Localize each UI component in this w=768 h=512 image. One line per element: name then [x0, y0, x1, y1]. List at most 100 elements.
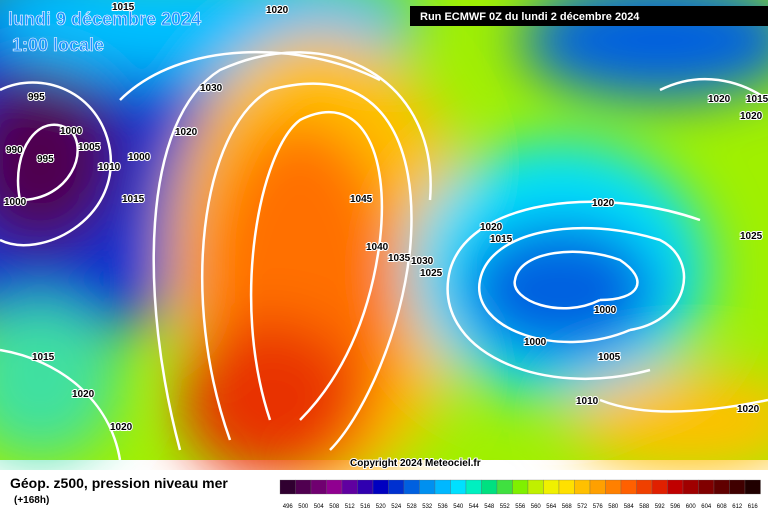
scale-label: 560: [531, 504, 542, 510]
scale-swatch: [450, 479, 467, 495]
isobar-label: 1020: [708, 94, 731, 105]
scale-swatch: [682, 479, 699, 495]
isobar-label: 1015: [746, 94, 768, 105]
scale-label: 540: [453, 504, 464, 510]
scale-swatch: [512, 479, 529, 495]
scale-label: 580: [608, 504, 619, 510]
scale-label: 508: [329, 504, 340, 510]
isobar-label: 1005: [78, 142, 101, 153]
isobar-label: 1000: [60, 126, 83, 137]
isobar-label: 1015: [490, 234, 513, 245]
isobar-label: 1020: [592, 198, 615, 209]
run-banner: [410, 6, 768, 26]
scale-label: 608: [717, 504, 728, 510]
scale-label: 596: [670, 504, 681, 510]
isobar-label: 1020: [480, 222, 503, 233]
scale-label: 548: [484, 504, 495, 510]
scale-label: 604: [701, 504, 712, 510]
scale-label: 600: [686, 504, 697, 510]
scale-label: 572: [577, 504, 588, 510]
scale-swatch: [574, 479, 591, 495]
isobar-label: 995: [28, 92, 45, 103]
scale-label: 564: [546, 504, 557, 510]
scale-swatch: [744, 479, 761, 495]
scale-swatch: [558, 479, 575, 495]
footer-lead: (+168h): [14, 495, 49, 506]
isobar-label: 1020: [175, 127, 198, 138]
map-title: lundi 9 décembre 2024: [8, 9, 201, 29]
scale-label: 616: [748, 504, 759, 510]
scale-swatch: [388, 479, 405, 495]
copyright: Copyright 2024 Meteociel.fr: [350, 458, 481, 469]
scale-swatch: [543, 479, 560, 495]
scale-swatch: [636, 479, 653, 495]
scale-label: 532: [422, 504, 433, 510]
scale-label: 524: [391, 504, 402, 510]
scale-swatch: [729, 479, 746, 495]
isobar-label: 1000: [128, 152, 151, 163]
scale-label: 536: [438, 504, 449, 510]
run-label: Run ECMWF 0Z du lundi 2 décembre 2024: [420, 11, 640, 23]
scale-swatch: [589, 479, 606, 495]
isobar-label: 990: [6, 145, 23, 156]
scale-swatch: [419, 479, 436, 495]
isobar-label: 1000: [524, 337, 547, 348]
footer-title: Géop. z500, pression niveau mer: [10, 475, 228, 491]
scale-label: 520: [376, 504, 387, 510]
scale-swatch: [481, 479, 498, 495]
scale-label: 552: [500, 504, 511, 510]
scale-label: 544: [469, 504, 480, 510]
scale-swatch: [357, 479, 374, 495]
isobar-label: 1020: [266, 5, 289, 16]
scale-swatch: [465, 479, 482, 495]
isobar-label: 1000: [4, 197, 27, 208]
scale-label: 496: [283, 504, 294, 510]
isobar-label: 995: [37, 154, 54, 165]
isobar-label: 1030: [411, 256, 434, 267]
scale-swatch: [341, 479, 358, 495]
scale-label: 516: [360, 504, 371, 510]
scale-swatch: [620, 479, 637, 495]
scale-swatch: [667, 479, 684, 495]
isobar-label: 1020: [737, 404, 760, 415]
scale-label: 504: [314, 504, 325, 510]
scale-label: 592: [655, 504, 666, 510]
scale-swatch: [434, 479, 451, 495]
isobar-label: 1010: [576, 396, 599, 407]
scale-swatch: [496, 479, 513, 495]
isobar-label: 1015: [122, 194, 145, 205]
isobar-label: 1035: [388, 253, 411, 264]
scale-swatch: [527, 479, 544, 495]
isobar-label: 1025: [420, 268, 443, 279]
scale-label: 588: [639, 504, 650, 510]
scale-label: 576: [593, 504, 604, 510]
isobar-label: 1020: [740, 111, 763, 122]
scale-label: 528: [407, 504, 418, 510]
scale-swatch: [279, 479, 296, 495]
scale-swatch: [713, 479, 730, 495]
isobar-label: 1030: [200, 83, 223, 94]
isobar-label: 1010: [98, 162, 121, 173]
scale-swatch: [605, 479, 622, 495]
isobar-label: 1005: [598, 352, 621, 363]
scale-swatch: [698, 479, 715, 495]
isobar-label: 1015: [112, 2, 135, 13]
scale-swatch: [403, 479, 420, 495]
isobar-label: 1020: [72, 389, 95, 400]
isobar-label: 1045: [350, 194, 373, 205]
scale-swatch: [295, 479, 312, 495]
scale-label: 584: [624, 504, 635, 510]
map-time: 1:00 locale: [12, 35, 104, 55]
isobar-label: 1020: [110, 422, 133, 433]
scale-label: 556: [515, 504, 526, 510]
scale-swatch: [310, 479, 327, 495]
scale-label: 500: [298, 504, 309, 510]
scale-swatch: [326, 479, 343, 495]
isobar-label: 1040: [366, 242, 389, 253]
isobar-label: 1025: [740, 231, 763, 242]
scale-label: 612: [732, 504, 743, 510]
isobar-label: 1000: [594, 305, 617, 316]
isobar-label: 1015: [32, 352, 55, 363]
